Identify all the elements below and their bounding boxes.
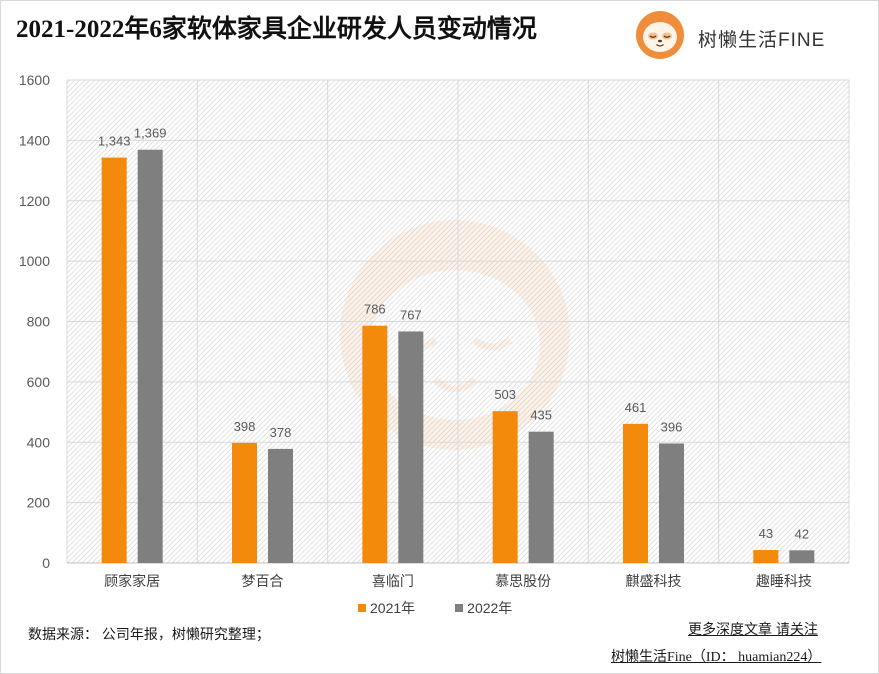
bar-series-2 — [137, 149, 163, 563]
y-tick-label: 1400 — [19, 132, 50, 148]
data-label: 1,369 — [134, 126, 167, 141]
legend-item-2021: 2021年 — [358, 598, 415, 618]
x-tick-label: 慕思股份 — [495, 573, 551, 589]
data-label: 43 — [759, 526, 773, 541]
x-tick-label: 梦百合 — [242, 573, 284, 589]
x-tick-label: 趣睡科技 — [756, 573, 812, 589]
data-label: 1,343 — [98, 134, 131, 149]
y-tick-label: 1000 — [19, 253, 50, 269]
y-tick-label: 800 — [27, 314, 51, 330]
grid-layer — [66, 79, 850, 564]
data-source-note: 数据来源： 公司年报，树懒研究整理； — [28, 626, 270, 642]
bar-series-2 — [398, 331, 424, 563]
bar-series-2 — [659, 443, 684, 563]
data-label: 503 — [494, 387, 516, 402]
x-tick-label: 顾家家居 — [104, 573, 160, 589]
bar-series-1 — [623, 423, 648, 563]
bar-series-2 — [528, 431, 554, 563]
y-tick-label: 0 — [42, 555, 50, 571]
data-label: 398 — [234, 419, 256, 434]
brand-name: 树懒生活FINE — [698, 30, 826, 51]
data-label: 42 — [795, 526, 809, 541]
bar-series-1 — [362, 325, 388, 563]
bars-layer — [101, 149, 815, 563]
bar-series-1 — [753, 550, 779, 563]
bar-series-1 — [232, 442, 257, 563]
labels-layer: 0 200 400 600 800 1000 1200 1400 1600 1,343 398 786… — [19, 72, 812, 589]
y-tick-label: 400 — [27, 434, 51, 450]
data-label: 396 — [661, 419, 683, 434]
legend-item-2022: 2022年 — [455, 598, 512, 618]
x-tick-label: 喜临门 — [372, 573, 414, 589]
data-label: 378 — [270, 425, 292, 440]
bar-series-2 — [268, 448, 293, 563]
account-id-note: 树懒生活Fine（ID： huamian224） — [611, 650, 822, 665]
legend: 2021年 2022年 — [358, 598, 512, 618]
y-tick-label: 200 — [27, 495, 51, 511]
bar-series-1 — [492, 411, 518, 563]
x-tick-label: 麒盛科技 — [626, 573, 682, 589]
data-label: 435 — [530, 408, 552, 423]
y-tick-label: 1600 — [19, 72, 50, 88]
legend-swatch-2021 — [358, 604, 366, 612]
bar-series-1 — [101, 157, 127, 563]
legend-swatch-2022 — [455, 604, 464, 612]
data-label: 767 — [400, 307, 422, 322]
data-label: 461 — [625, 400, 647, 415]
y-tick-label: 1200 — [19, 193, 50, 209]
sloth-logo-icon — [636, 11, 684, 59]
legend-label-2021: 2021年 — [370, 600, 416, 616]
y-tick-label: 600 — [27, 374, 51, 390]
bar-series-2 — [789, 550, 815, 563]
legend-label-2022: 2022年 — [467, 600, 513, 616]
follow-note: 更多深度文章 请关注 — [688, 621, 818, 637]
data-label: 786 — [364, 302, 386, 317]
chart-title: 2021-2022年6家软体家具企业研发人员变动情况 — [16, 16, 537, 43]
